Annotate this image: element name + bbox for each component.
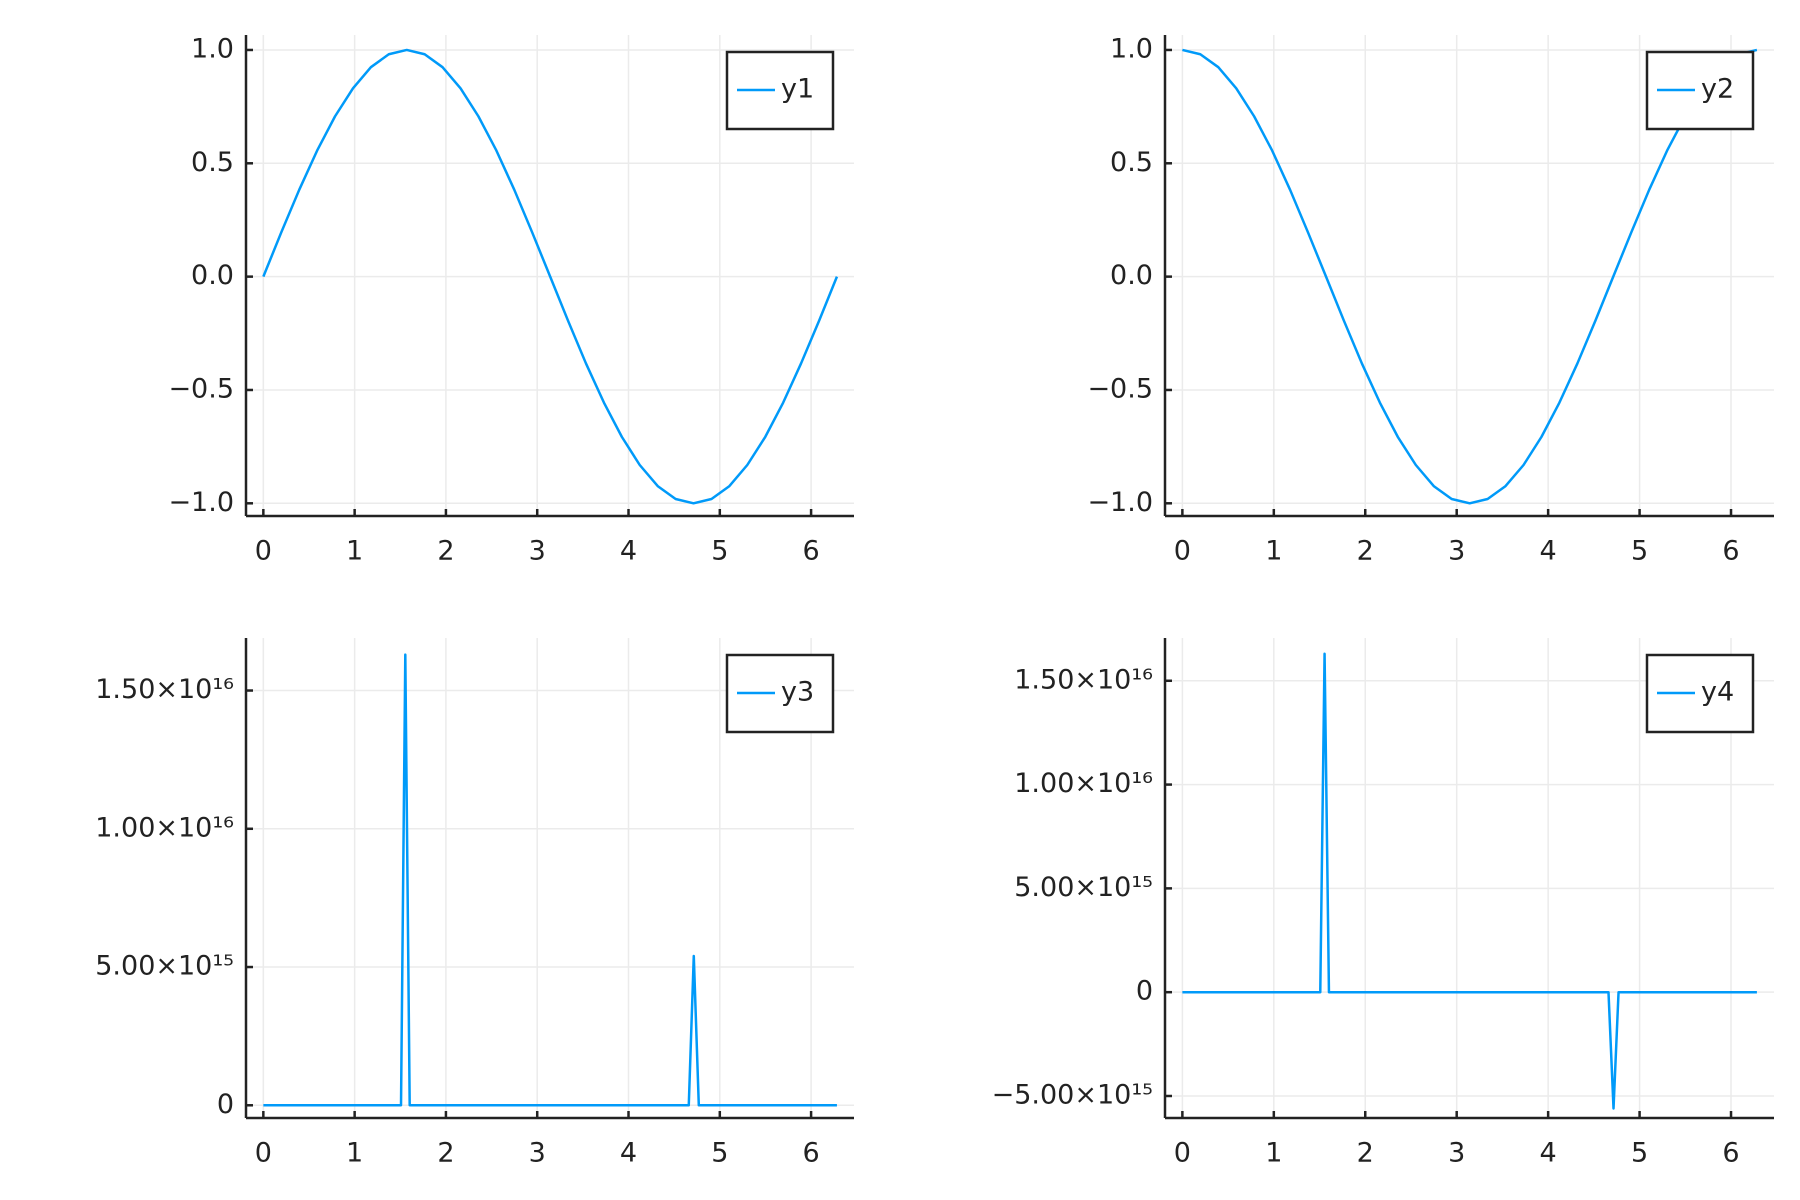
x-tick-label: 6 (802, 536, 819, 567)
x-tick-label: 1 (1265, 536, 1282, 567)
y-tick-label: 0.0 (191, 260, 234, 291)
y-tick-label: 0.5 (1110, 147, 1153, 178)
y-tick-label: 0 (1136, 976, 1153, 1007)
x-tick-label: 1 (346, 536, 363, 567)
x-tick-label: 5 (1631, 536, 1648, 567)
data-line (1182, 652, 1757, 1110)
y-tick-label: 5.00×10¹⁵ (95, 951, 234, 982)
x-tick-label: 4 (620, 1138, 637, 1169)
legend-label: y1 (781, 74, 814, 105)
y-tick-label: 1.50×10¹⁶ (95, 674, 234, 705)
y-tick-label: 5.00×10¹⁵ (1014, 872, 1153, 903)
y-tick-label: 1.00×10¹⁶ (1014, 768, 1153, 799)
legend-label: y2 (1701, 74, 1734, 105)
x-tick-label: 1 (346, 1138, 363, 1169)
x-tick-label: 6 (1722, 1138, 1739, 1169)
y-tick-label: 1.50×10¹⁶ (1014, 664, 1153, 695)
x-tick-label: 2 (1357, 536, 1374, 567)
subplot: 0 1 2 3 4 5 6 0 5.00×10¹⁵ 1.00×10¹⁶ 1.50×10¹⁶ y3 (95, 638, 854, 1169)
x-tick-label: 6 (802, 1138, 819, 1169)
x-tick-label: 4 (620, 536, 637, 567)
x-tick-label: 3 (1448, 536, 1465, 567)
x-tick-label: 3 (529, 1138, 546, 1169)
subplot: 0 1 2 3 4 5 6 −1.0 −0.5 0.0 0.5 1.0 y1 (168, 33, 854, 567)
data-line (1182, 48, 1758, 505)
x-tick-label: 0 (255, 1138, 272, 1169)
y-tick-label: 1.0 (191, 33, 234, 64)
data-line (262, 48, 839, 505)
y-tick-label: −0.5 (1087, 373, 1153, 404)
y-tick-label: 0 (217, 1089, 234, 1120)
x-tick-label: 3 (1448, 1138, 1465, 1169)
x-tick-label: 6 (1722, 536, 1739, 567)
data-line (263, 653, 837, 1107)
y-tick-label: 1.00×10¹⁶ (95, 812, 234, 843)
x-tick-label: 4 (1540, 536, 1557, 567)
x-tick-label: 1 (1265, 1138, 1282, 1169)
x-tick-label: 5 (711, 536, 728, 567)
y-tick-label: −5.00×10¹⁵ (992, 1079, 1153, 1110)
x-tick-label: 2 (437, 1138, 454, 1169)
x-tick-label: 0 (255, 536, 272, 567)
x-tick-label: 0 (1174, 536, 1191, 567)
x-tick-label: 2 (1357, 1138, 1374, 1169)
x-tick-label: 5 (711, 1138, 728, 1169)
legend-label: y4 (1701, 677, 1734, 708)
subplot: 0 1 2 3 4 5 6 −5.00×10¹⁵ 0 5.00×10¹⁵ 1.00×10¹⁶ 1.50… (992, 638, 1774, 1169)
y-tick-label: −0.5 (168, 373, 234, 404)
x-tick-label: 4 (1540, 1138, 1557, 1169)
y-tick-label: 1.0 (1110, 33, 1153, 64)
x-tick-label: 5 (1631, 1138, 1648, 1169)
legend-label: y3 (781, 677, 814, 708)
y-tick-label: −1.0 (1087, 487, 1153, 518)
subplot: 0 1 2 3 4 5 6 −1.0 −0.5 0.0 0.5 1.0 y2 (1087, 33, 1774, 567)
x-tick-label: 3 (529, 536, 546, 567)
y-tick-label: 0.5 (191, 147, 234, 178)
x-tick-label: 2 (437, 536, 454, 567)
y-tick-label: 0.0 (1110, 260, 1153, 291)
y-tick-label: −1.0 (168, 487, 234, 518)
x-tick-label: 0 (1174, 1138, 1191, 1169)
